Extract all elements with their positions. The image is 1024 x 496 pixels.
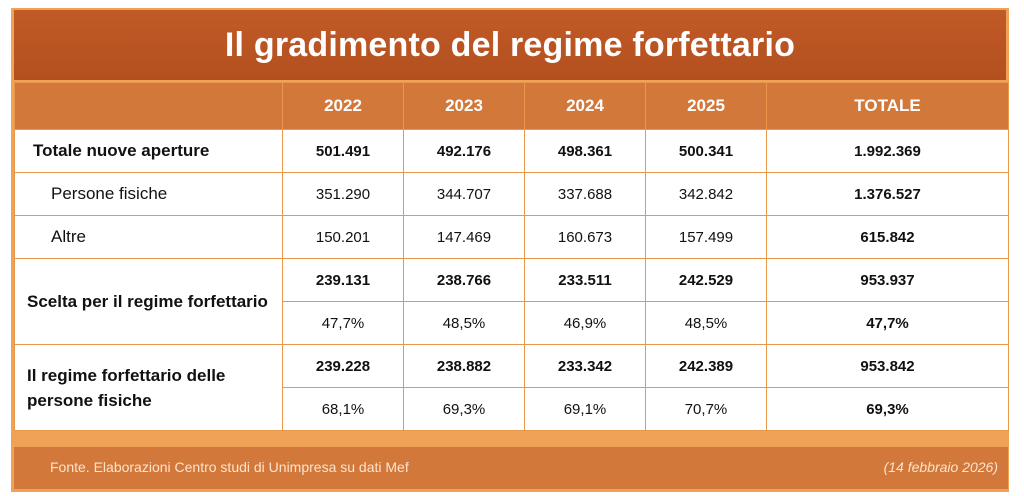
- cell: 150.201: [282, 215, 404, 259]
- row-label: Il regime forfettario delle persone fisi…: [14, 344, 283, 431]
- header-row: 2022 2023 2024 2025 TOTALE: [14, 82, 1009, 130]
- cell-percent: 69,1%: [524, 387, 646, 431]
- cell: 344.707: [403, 172, 525, 216]
- cell: 157.499: [645, 215, 767, 259]
- cell-total-percent: 69,3%: [766, 387, 1009, 431]
- row-label: Persone fisiche: [14, 172, 283, 216]
- cell: 342.842: [645, 172, 767, 216]
- cell: 492.176: [403, 129, 525, 173]
- cell-total: 953.937: [766, 258, 1009, 302]
- cell: 498.361: [524, 129, 646, 173]
- table-row: Altre 150.201 147.469 160.673 157.499 61…: [14, 215, 1009, 259]
- cell: 239.228: [282, 344, 404, 388]
- table-row: Scelta per il regime forfettario 239.131…: [14, 258, 1009, 345]
- cell: 501.491: [282, 129, 404, 173]
- table-row: Il regime forfettario delle persone fisi…: [14, 344, 1009, 431]
- cell-percent: 47,7%: [282, 301, 404, 345]
- table-row: 68,1% 69,3% 69,1% 70,7% 69,3%: [15, 387, 1009, 431]
- cell: 233.511: [524, 258, 646, 302]
- row-label: Altre: [14, 215, 283, 259]
- cell: 238.766: [403, 258, 525, 302]
- cell-percent: 69,3%: [403, 387, 525, 431]
- col-header: 2022: [282, 82, 404, 130]
- data-table: 2022 2023 2024 2025 TOTALE Totale nuove …: [14, 82, 1009, 431]
- footer-bar: Fonte. Elaborazioni Centro studi di Unim…: [14, 447, 1008, 489]
- cell: 147.469: [403, 215, 525, 259]
- table-row: Persone fisiche 351.290 344.707 337.688 …: [14, 172, 1009, 216]
- cell: 242.529: [645, 258, 767, 302]
- cell-percent: 46,9%: [524, 301, 646, 345]
- cell-total-percent: 47,7%: [766, 301, 1009, 345]
- cell-percent: 68,1%: [282, 387, 404, 431]
- row-label: Totale nuove aperture: [14, 129, 283, 173]
- cell: 351.290: [282, 172, 404, 216]
- cell-percent: 70,7%: [645, 387, 767, 431]
- cell: 233.342: [524, 344, 646, 388]
- date-note: (14 febbraio 2026): [883, 459, 998, 475]
- header-corner: [14, 82, 283, 130]
- col-header: 2024: [524, 82, 646, 130]
- cell: 238.882: [403, 344, 525, 388]
- cell: 242.389: [645, 344, 767, 388]
- cell-total: 615.842: [766, 215, 1009, 259]
- row-label: Scelta per il regime forfettario: [14, 258, 283, 345]
- cell: 500.341: [645, 129, 767, 173]
- cell-total: 953.842: [766, 344, 1009, 388]
- page-title: Il gradimento del regime forfettario: [224, 25, 796, 64]
- col-header: 2025: [645, 82, 767, 130]
- cell: 239.131: [282, 258, 404, 302]
- cell-percent: 48,5%: [645, 301, 767, 345]
- col-header-totale: TOTALE: [766, 82, 1009, 130]
- table-row: 47,7% 48,5% 46,9% 48,5% 47,7%: [15, 301, 1009, 345]
- cell-percent: 48,5%: [403, 301, 525, 345]
- table-row: Totale nuove aperture 501.491 492.176 49…: [14, 129, 1009, 173]
- cell-total: 1.376.527: [766, 172, 1009, 216]
- cell-total: 1.992.369: [766, 129, 1009, 173]
- source-note: Fonte. Elaborazioni Centro studi di Unim…: [50, 459, 409, 475]
- title-bar: Il gradimento del regime forfettario: [14, 10, 1006, 80]
- col-header: 2023: [403, 82, 525, 130]
- cell: 160.673: [524, 215, 646, 259]
- cell: 337.688: [524, 172, 646, 216]
